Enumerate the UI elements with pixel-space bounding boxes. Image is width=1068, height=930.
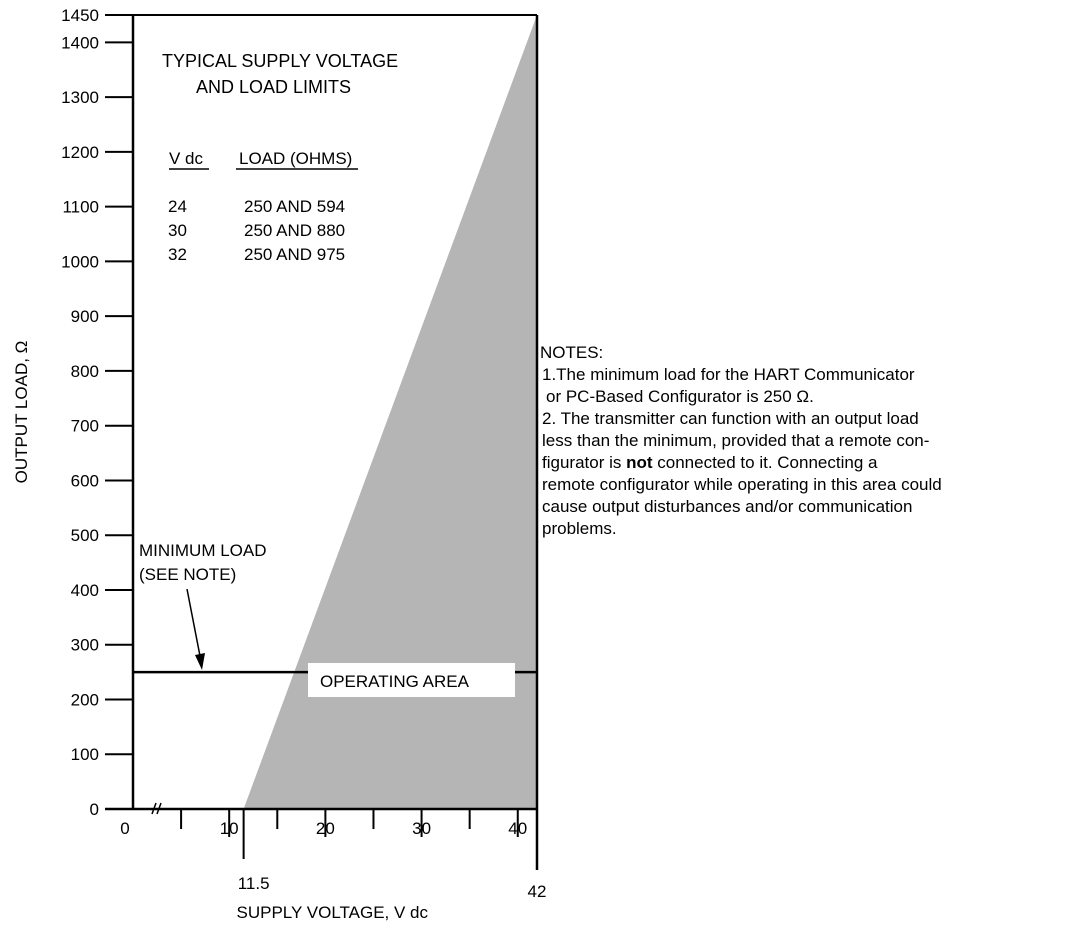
y-tick-label-1450: 1450 xyxy=(61,6,99,25)
y-tick-label-600: 600 xyxy=(71,471,99,490)
x-axis-label: SUPPLY VOLTAGE, V dc xyxy=(237,903,429,922)
x-tick-label-10: 10 xyxy=(220,819,239,838)
y-tick-label-0: 0 xyxy=(90,800,99,819)
plot-area xyxy=(243,15,537,809)
axis-break-mark-2 xyxy=(156,802,162,815)
y-tick-label-300: 300 xyxy=(71,636,99,655)
inset-table: TYPICAL SUPPLY VOLTAGE AND LOAD LIMITS V… xyxy=(162,51,398,264)
y-tick-label-1100: 1100 xyxy=(62,198,99,217)
x-tick-label-11-5: 11.5 xyxy=(238,874,270,893)
inset-row-2-vdc: 30 xyxy=(168,221,187,240)
note-2-line-3: figurator is not connected to it. Connec… xyxy=(542,452,1068,474)
y-tick-label-1200: 1200 xyxy=(61,143,99,162)
y-tick-label-700: 700 xyxy=(71,417,99,436)
min-load-arrow xyxy=(186,588,205,670)
note-2-line-3a: figurator is xyxy=(542,453,627,472)
inset-row-1-vdc: 24 xyxy=(168,197,187,216)
note-1-line-1: 1.The minimum load for the HART Communic… xyxy=(542,365,915,384)
x-tick-label-30: 30 xyxy=(412,819,431,838)
y-tick-label-1300: 1300 xyxy=(61,88,99,107)
note-2-line-2: less than the minimum, provided that a r… xyxy=(542,431,930,450)
operating-area-label: OPERATING AREA xyxy=(320,672,470,691)
annotations: MINIMUM LOAD (SEE NOTE) OPERATING AREA xyxy=(139,541,515,697)
axis-break-mark-1 xyxy=(151,802,157,815)
inset-row-3-load: 250 AND 975 xyxy=(244,245,345,264)
y-tick-label-400: 400 xyxy=(71,581,99,600)
inset-header-load: LOAD (OHMS) xyxy=(239,149,352,168)
y-tick-label-1400: 1400 xyxy=(61,33,99,52)
inset-title-line-2: AND LOAD LIMITS xyxy=(196,77,351,97)
note-1-line-2: or PC-Based Configurator is 250 Ω. xyxy=(546,387,814,406)
x-tick-label-40: 40 xyxy=(508,819,527,838)
operating-area-region xyxy=(243,15,537,809)
axes: 0100200300400500600700800900100011001200… xyxy=(12,6,546,922)
x-tick-label-20: 20 xyxy=(316,819,335,838)
y-tick-label-200: 200 xyxy=(71,690,99,709)
note-2-line-5: cause output disturbances and/or communi… xyxy=(542,497,913,516)
inset-title-line-1: TYPICAL SUPPLY VOLTAGE xyxy=(162,51,398,71)
note-2-line-3c: connected to it. Connecting a xyxy=(652,453,878,472)
note-2-line-1: 2. The transmitter can function with an … xyxy=(542,409,919,428)
note-2-line-4: remote configurator while operating in t… xyxy=(542,475,942,494)
x-tick-label-0: 0 xyxy=(120,819,129,838)
y-tick-label-800: 800 xyxy=(71,362,99,381)
inset-row-1-load: 250 AND 594 xyxy=(244,197,345,216)
note-2-line-6: problems. xyxy=(542,519,617,538)
notes-heading: NOTES: xyxy=(540,343,604,362)
min-load-label-line-1: MINIMUM LOAD xyxy=(139,541,267,560)
inset-header-vdc: V dc xyxy=(169,149,204,168)
notes-block: NOTES: 1.The minimum load for the HART C… xyxy=(540,342,1068,540)
x-tick-label-42: 42 xyxy=(528,882,547,901)
y-tick-label-1000: 1000 xyxy=(61,252,99,271)
y-axis-label: OUTPUT LOAD, Ω xyxy=(12,341,31,484)
y-tick-label-900: 900 xyxy=(71,307,99,326)
note-2-not-emphasis: not xyxy=(626,453,653,472)
y-tick-label-500: 500 xyxy=(71,526,99,545)
inset-row-3-vdc: 32 xyxy=(168,245,187,264)
y-tick-label-100: 100 xyxy=(71,745,99,764)
min-load-label-line-2: (SEE NOTE) xyxy=(139,565,236,584)
operating-area-label-box xyxy=(308,663,515,697)
inset-row-2-load: 250 AND 880 xyxy=(244,221,345,240)
